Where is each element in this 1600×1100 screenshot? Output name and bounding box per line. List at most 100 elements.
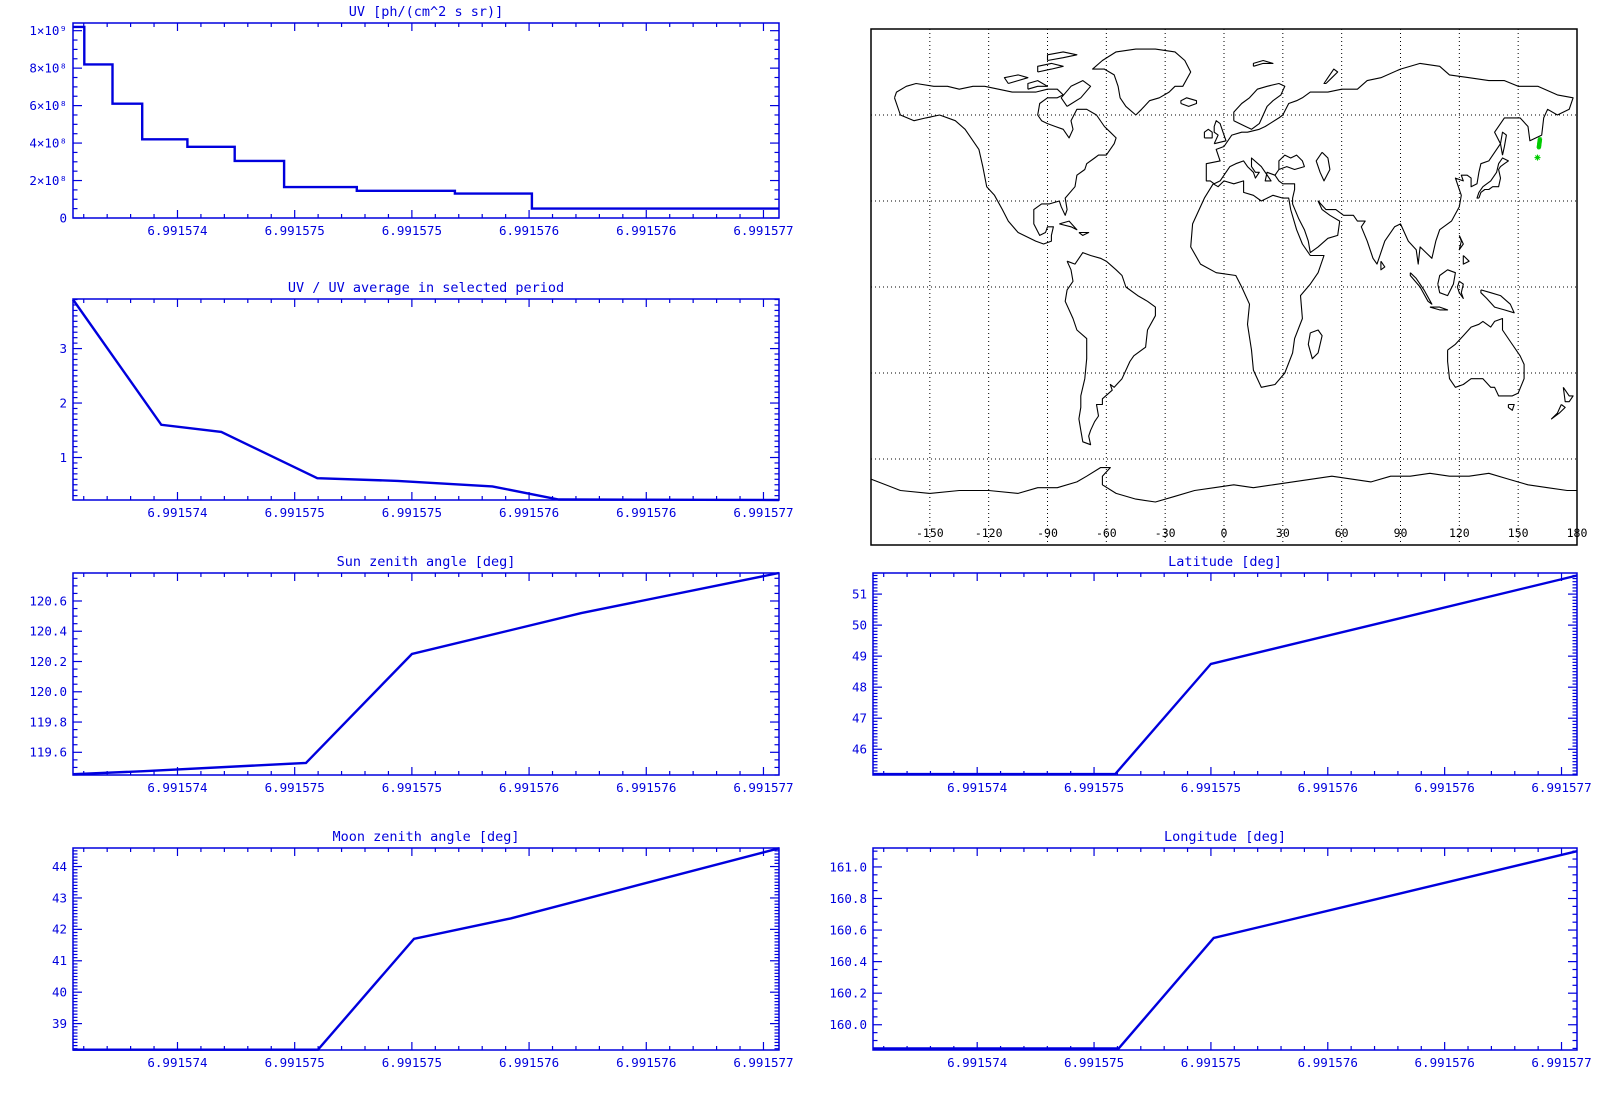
coastline <box>1064 252 1156 446</box>
map-lon-label: 150 <box>1508 526 1529 540</box>
x-tick-label: 6.991575 <box>382 505 442 520</box>
y-tick-label: 51 <box>852 586 867 601</box>
coastline <box>1456 280 1464 300</box>
x-tick-label: 6.991576 <box>499 780 559 795</box>
y-tick-label: 6×10⁸ <box>29 98 67 113</box>
coastline <box>870 467 1577 503</box>
coastline <box>1447 317 1525 397</box>
x-tick-label: 6.991574 <box>147 505 207 520</box>
chart-title: Latitude [deg] <box>1168 554 1282 570</box>
x-tick-label: 6.991576 <box>616 1055 676 1070</box>
axis-frame <box>872 572 1578 776</box>
y-tick-label: 160.8 <box>829 891 867 906</box>
y-tick-label: 160.0 <box>829 1017 867 1032</box>
coastline <box>1180 97 1198 107</box>
x-tick-label: 6.991576 <box>499 223 559 238</box>
coastline <box>1092 48 1192 116</box>
coastline <box>1278 154 1305 171</box>
map-lon-label: -30 <box>1155 526 1176 540</box>
x-tick-label: 6.991575 <box>382 780 442 795</box>
map-lon-label: 60 <box>1335 526 1349 540</box>
x-tick-label: 6.991574 <box>947 780 1007 795</box>
x-tick-label: 6.991577 <box>1531 1055 1591 1070</box>
y-tick-label: 3 <box>59 341 67 356</box>
x-tick-label: 6.991574 <box>147 223 207 238</box>
y-tick-label: 41 <box>52 953 67 968</box>
chart-uv: UV [ph/(cm^2 s sr)] 6.991574 6.991575 6.991… <box>29 4 793 238</box>
axis-frame <box>872 847 1578 1051</box>
y-tick-label: 46 <box>852 742 867 757</box>
y-tick-label: 50 <box>852 618 867 633</box>
coastline <box>1323 68 1339 85</box>
axis-frame <box>72 847 780 1051</box>
coastline <box>1409 272 1433 305</box>
chart-uv_ratio: UV / UV average in selected period 6.9915… <box>59 280 793 520</box>
coastline <box>1078 231 1090 236</box>
y-tick-label: 1×10⁹ <box>29 23 67 38</box>
y-tick-label: 1 <box>59 450 67 465</box>
y-tick-label: 2×10⁸ <box>29 173 67 188</box>
y-tick-label: 161.0 <box>829 859 867 874</box>
axis-frame <box>72 298 780 501</box>
chart-longitude: Longitude [deg] 6.991574 6.991575 6.991575 6… <box>829 829 1591 1070</box>
coastline <box>1205 114 1284 185</box>
coastline <box>1190 180 1325 388</box>
coastline <box>893 82 1117 245</box>
map-lon-label: -120 <box>975 526 1003 540</box>
coastline <box>1550 404 1566 420</box>
coastline <box>1315 151 1331 182</box>
axis-frame <box>72 22 780 219</box>
chart-title: Sun zenith angle [deg] <box>337 554 516 570</box>
y-tick-label: 2 <box>59 395 67 410</box>
coastline <box>1037 62 1064 73</box>
y-tick-label: 39 <box>52 1016 67 1031</box>
coastline <box>1437 269 1456 297</box>
y-tick-label: 47 <box>852 711 867 726</box>
coastline <box>1499 131 1507 156</box>
x-tick-label: 6.991574 <box>947 1055 1007 1070</box>
y-tick-label: 119.8 <box>29 714 67 729</box>
coastline <box>1429 306 1449 311</box>
chart-latitude: Latitude [deg] 6.991574 6.991575 6.991575 6.… <box>852 554 1592 795</box>
x-tick-label: 6.991575 <box>265 1055 325 1070</box>
coastline <box>1476 157 1509 199</box>
x-tick-label: 6.991575 <box>382 1055 442 1070</box>
x-tick-label: 6.991576 <box>499 1055 559 1070</box>
x-tick-label: 6.991575 <box>265 780 325 795</box>
x-tick-label: 6.991575 <box>382 223 442 238</box>
y-tick-label: 4×10⁸ <box>29 135 67 150</box>
map-frame <box>870 28 1578 546</box>
coastline <box>1060 80 1092 107</box>
y-tick-label: 8×10⁸ <box>29 61 67 76</box>
y-tick-label: 43 <box>52 890 67 905</box>
x-tick-label: 6.991576 <box>616 505 676 520</box>
coastline <box>1046 51 1078 62</box>
x-tick-label: 6.991577 <box>733 780 793 795</box>
y-tick-label: 48 <box>852 680 867 695</box>
y-tick-label: 120.4 <box>29 624 67 639</box>
x-tick-label: 6.991576 <box>1298 780 1358 795</box>
map-lon-label: 30 <box>1276 526 1290 540</box>
x-tick-label: 6.991574 <box>147 780 207 795</box>
track-start-marker <box>1534 154 1541 161</box>
data-line <box>72 571 780 776</box>
chart-moon_zenith: Moon zenith angle [deg] 6.991574 6.991575 6… <box>52 829 794 1070</box>
coastline <box>1027 80 1049 90</box>
coastline <box>1233 82 1286 130</box>
y-tick-label: 44 <box>52 859 67 874</box>
y-tick-label: 120.2 <box>29 654 67 669</box>
chart-title: UV [ph/(cm^2 s sr)] <box>349 4 503 20</box>
y-tick-label: 160.6 <box>829 922 867 937</box>
coastline <box>1462 255 1470 265</box>
x-tick-label: 6.991576 <box>499 505 559 520</box>
x-tick-label: 6.991574 <box>147 1055 207 1070</box>
coastline <box>1458 235 1464 251</box>
y-tick-label: 160.2 <box>829 986 867 1001</box>
coastline <box>1380 260 1386 271</box>
coastline <box>1213 120 1227 145</box>
data-line <box>873 850 1578 1050</box>
y-tick-label: 119.6 <box>29 745 67 760</box>
map-lon-label: -90 <box>1037 526 1058 540</box>
